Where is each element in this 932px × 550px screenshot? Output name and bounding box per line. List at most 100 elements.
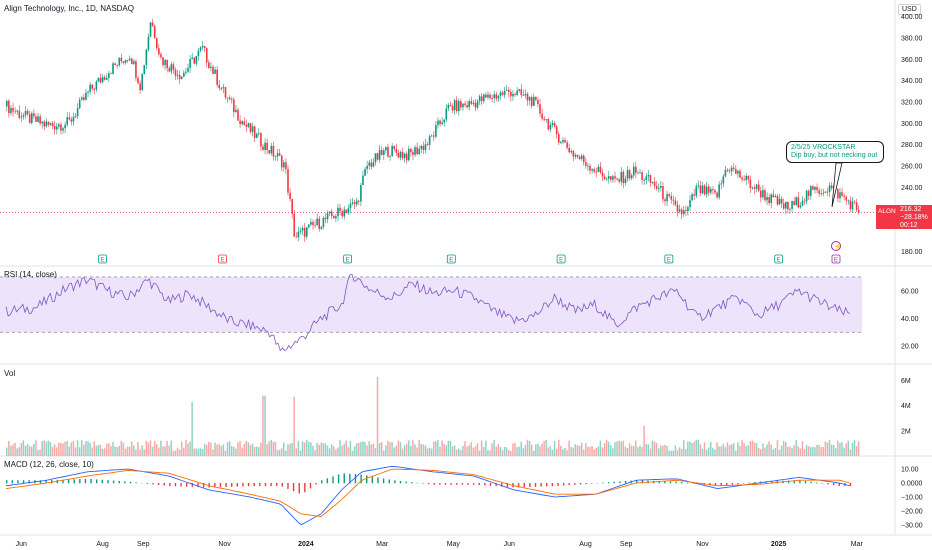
volume-bar [643,425,645,456]
candle-body [66,117,69,125]
macd-histogram-bar [607,482,610,484]
volume-bar [618,440,620,456]
candle-body [772,194,775,198]
volume-bar [730,444,733,456]
volume-bar [576,445,579,456]
macd-histogram-bar [197,483,199,488]
time-axis-label: Aug [96,541,109,548]
callout-title: 2/5/25 VROCKSTAR [791,144,856,151]
macd-histogram-bar [467,483,469,485]
volume-bar [853,440,856,456]
volume-bar [824,441,827,456]
volume-bar [487,450,489,456]
candle-body [49,123,52,125]
candle-body [37,116,39,122]
volume-bar [322,443,325,456]
volume-bar [530,444,533,456]
volume-bar [707,447,710,456]
candle-body [449,104,452,106]
macd-axis-label: −10.00 [901,495,923,502]
volume-bar [316,442,318,456]
candle-body [764,190,766,201]
volume-bar [193,448,195,456]
volume-bar [491,443,493,456]
candle-body [205,48,208,63]
candle-body [295,236,298,238]
volume-bar [433,441,435,456]
volume-bar [414,444,416,456]
volume-bar [664,444,666,456]
candle-body [14,111,16,113]
volume-bar [72,441,75,456]
macd-histogram-bar [219,483,222,488]
volume-bar [772,449,775,456]
idea-callout[interactable]: 2/5/25 VROCKSTAR Dip buy, but not neckin… [786,141,884,163]
candle-body [308,224,310,228]
macd-histogram-bar [45,480,47,484]
volume-bar [310,442,312,456]
candle-body [601,172,604,177]
volume-bar [230,446,233,456]
callout-pointer [831,162,843,208]
candle-body [185,71,187,73]
macd-histogram-bar [236,483,239,487]
volume-bar [851,442,854,456]
volume-bar [455,449,458,456]
volume-bar [514,442,516,456]
volume-bar [837,440,839,456]
volume-bar [462,445,464,456]
candle-body [753,187,756,189]
volume-bar [522,448,525,456]
candle-body [572,151,575,157]
candle-body [233,99,235,113]
currency-button[interactable]: USD [898,4,921,15]
candle-body [124,60,127,63]
macd-histogram-bar [838,483,840,486]
volume-bar [616,441,618,456]
time-axis[interactable]: Jun Aug Sep Nov 2024 Mar May Jun Aug Sep Nov 2025 Ma… [16,541,864,548]
volume-bar [20,442,23,456]
earnings-marker [774,254,784,264]
candle-body [782,203,785,209]
volume-bar [145,440,148,456]
price-axis[interactable]: 400.00 380.00 360.00 340.00 320.00 300.00 280.… [901,14,923,529]
macd-histogram-bar [360,474,362,484]
macd-histogram-bar [90,479,92,484]
candle-body [335,216,337,219]
volume-bar [668,450,670,456]
candle-body [372,162,375,167]
candle-body [385,147,387,151]
time-axis-label: Sep [620,541,633,548]
candle-body [822,192,825,194]
volume-bar [716,442,718,456]
candle-body [428,136,431,145]
candle-body [710,189,712,193]
volume-bar [241,447,243,456]
candle-body [135,61,137,78]
candle-body [855,202,858,210]
macd-histogram-bar [281,483,284,487]
macd-histogram-bar [388,479,390,484]
candle-body [453,100,456,111]
volume-bar [732,443,735,456]
candle-body [76,108,79,117]
volume-bar [495,446,497,456]
volume-bar [424,445,427,456]
volume-bar [718,446,720,456]
volume-bar [735,450,737,456]
macd-histogram-bar [191,483,194,487]
candle-body [241,121,243,125]
macd-histogram-bar [456,483,458,485]
candle-body [841,192,843,196]
volume-bar [264,395,266,456]
price-tag-countdown: 00:12 [900,222,918,229]
candle-body [476,101,479,108]
dividend-icon[interactable] [831,241,841,251]
time-axis-label: 2024 [298,541,314,548]
volume-bar [714,449,716,456]
volume-bar [245,441,248,456]
candle-body [51,123,54,127]
candle-body [587,165,589,167]
candle-body [839,192,841,199]
